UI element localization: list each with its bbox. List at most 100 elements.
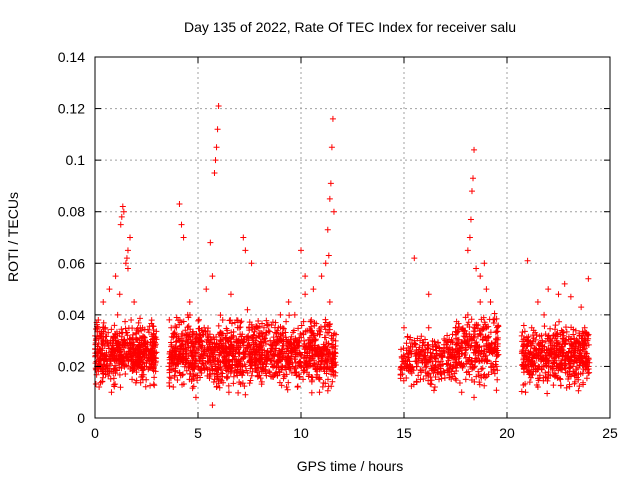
data-point	[125, 325, 132, 332]
data-point	[250, 332, 257, 339]
data-point	[298, 322, 305, 329]
data-point	[439, 353, 446, 360]
data-point	[398, 363, 405, 370]
data-point	[553, 345, 560, 352]
data-point	[186, 370, 193, 377]
y-tick-label: 0.06	[58, 255, 85, 271]
data-point	[139, 349, 146, 356]
data-point	[186, 331, 193, 338]
data-point	[533, 332, 540, 339]
data-point	[428, 381, 435, 388]
data-points	[92, 102, 593, 409]
data-point	[152, 349, 159, 356]
data-point	[238, 318, 245, 325]
data-point	[413, 347, 420, 354]
data-point	[405, 350, 412, 357]
data-point	[413, 363, 420, 370]
data-point	[260, 366, 267, 373]
data-point	[528, 342, 535, 349]
data-point	[464, 311, 471, 318]
data-point	[472, 349, 479, 356]
data-point	[422, 336, 429, 343]
data-point	[259, 349, 266, 356]
data-point	[112, 273, 119, 280]
data-point	[181, 363, 188, 370]
data-point	[307, 334, 314, 341]
x-axis-label: GPS time / hours	[297, 458, 404, 474]
data-point	[575, 387, 582, 394]
data-point	[176, 370, 183, 377]
data-point	[436, 376, 443, 383]
data-point	[463, 360, 470, 367]
data-point	[119, 203, 126, 210]
data-point	[463, 369, 470, 376]
data-point	[541, 343, 548, 350]
data-point	[206, 373, 213, 380]
data-point	[244, 344, 251, 351]
data-point	[113, 367, 120, 374]
data-point	[316, 374, 323, 381]
data-point	[96, 364, 103, 371]
data-point	[444, 369, 451, 376]
data-point	[524, 368, 531, 375]
data-point	[471, 378, 478, 385]
data-point	[300, 343, 307, 350]
data-point	[309, 329, 316, 336]
data-point	[110, 337, 117, 344]
data-point	[563, 384, 570, 391]
data-point	[571, 347, 578, 354]
data-point	[283, 384, 290, 391]
data-point	[225, 389, 232, 396]
data-point	[448, 368, 455, 375]
data-point	[578, 358, 585, 365]
data-point	[206, 343, 213, 350]
data-point	[482, 352, 489, 359]
data-point	[328, 383, 335, 390]
data-point	[563, 353, 570, 360]
data-point	[120, 208, 127, 215]
data-point	[241, 335, 248, 342]
data-point	[449, 339, 456, 346]
data-point	[213, 341, 220, 348]
data-point	[242, 391, 249, 398]
x-tick-label: 25	[602, 425, 618, 441]
data-point	[204, 333, 211, 340]
data-point	[522, 351, 529, 358]
data-point	[223, 352, 230, 359]
data-point	[333, 331, 340, 338]
data-point	[433, 344, 440, 351]
data-point	[151, 354, 158, 361]
data-point	[328, 358, 335, 365]
y-tick-label: 0.04	[58, 307, 85, 323]
data-point	[172, 323, 179, 330]
data-point	[297, 330, 304, 337]
data-point	[205, 337, 212, 344]
data-point	[302, 362, 309, 369]
data-point	[170, 384, 177, 391]
data-point	[407, 368, 414, 375]
data-point	[569, 363, 576, 370]
data-point	[274, 372, 281, 379]
data-point	[283, 318, 290, 325]
data-point	[192, 394, 199, 401]
data-point	[542, 338, 549, 345]
data-point	[99, 350, 106, 357]
data-point	[186, 298, 193, 305]
data-point	[424, 370, 431, 377]
data-point	[300, 376, 307, 383]
data-point	[324, 387, 331, 394]
data-point	[137, 355, 144, 362]
data-point	[128, 356, 135, 363]
data-point	[584, 337, 591, 344]
data-point	[178, 221, 185, 228]
data-point	[171, 373, 178, 380]
data-point	[195, 317, 202, 324]
data-point	[399, 371, 406, 378]
data-point	[218, 350, 225, 357]
data-point	[566, 345, 573, 352]
data-point	[415, 372, 422, 379]
data-point	[444, 332, 451, 339]
data-point	[197, 358, 204, 365]
data-point	[167, 375, 174, 382]
data-point	[133, 377, 140, 384]
